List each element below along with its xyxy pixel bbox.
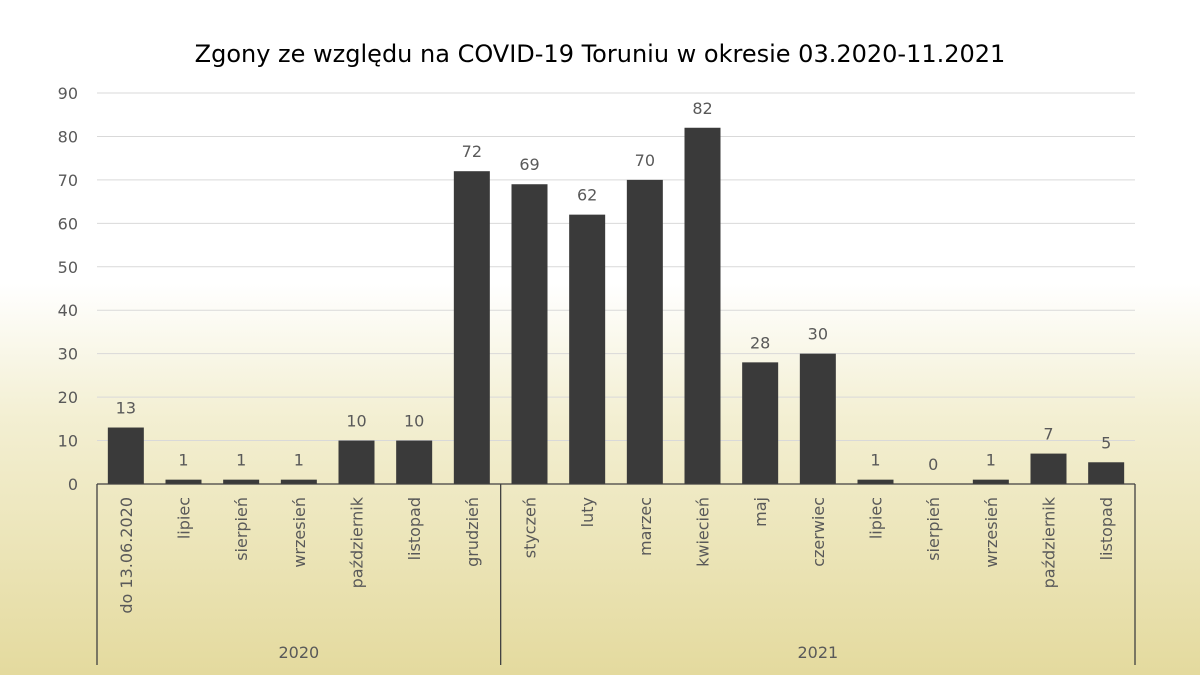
data-label: 30 xyxy=(808,325,828,344)
x-tick-label: maj xyxy=(751,497,770,527)
data-label: 72 xyxy=(462,142,482,161)
data-label: 1 xyxy=(294,451,304,470)
x-tick-label: marzec xyxy=(636,497,655,556)
data-label: 5 xyxy=(1101,433,1111,452)
data-label: 10 xyxy=(404,412,424,431)
data-label: 1 xyxy=(178,451,188,470)
data-label: 1 xyxy=(236,451,246,470)
y-tick-label: 0 xyxy=(68,475,78,494)
bar xyxy=(453,171,490,484)
x-tick-label: listopad xyxy=(405,497,424,560)
x-tick-label: kwiecień xyxy=(694,497,713,567)
bar xyxy=(799,353,836,484)
data-label: 1 xyxy=(870,451,880,470)
bar xyxy=(280,479,317,484)
x-tick-label: styczeń xyxy=(521,497,540,558)
x-tick-label: czerwiec xyxy=(809,497,828,567)
x-tick-label: lipiec xyxy=(175,497,194,539)
bar xyxy=(1030,453,1067,484)
chart-title: Zgony ze względu na COVID-19 Toruniu w o… xyxy=(195,40,1006,68)
x-tick-label: sierpień xyxy=(232,497,251,561)
bar xyxy=(684,127,721,484)
bar xyxy=(396,440,433,484)
year-group-label: 2020 xyxy=(278,643,319,662)
x-tick-label: październik xyxy=(1040,496,1059,588)
x-tick-label: wrzesień xyxy=(290,497,309,568)
y-tick-label: 10 xyxy=(58,432,78,451)
data-label: 0 xyxy=(928,455,938,474)
x-tick-label: grudzień xyxy=(463,497,482,567)
y-tick-label: 20 xyxy=(58,388,78,407)
bar xyxy=(626,179,663,484)
bar xyxy=(107,427,144,484)
bar xyxy=(742,362,779,484)
year-group-label: 2021 xyxy=(797,643,838,662)
data-label: 13 xyxy=(116,399,136,418)
data-label: 62 xyxy=(577,186,597,205)
data-label: 70 xyxy=(635,151,655,170)
y-tick-label: 80 xyxy=(58,127,78,146)
data-label: 69 xyxy=(519,155,539,174)
y-tick-label: 60 xyxy=(58,214,78,233)
x-tick-label: październik xyxy=(348,496,367,588)
data-label: 28 xyxy=(750,333,770,352)
data-label: 7 xyxy=(1043,425,1053,444)
x-tick-label: lipiec xyxy=(867,497,886,539)
y-tick-label: 90 xyxy=(58,84,78,103)
y-tick-label: 40 xyxy=(58,301,78,320)
data-label: 1 xyxy=(986,451,996,470)
y-tick-label: 30 xyxy=(58,345,78,364)
x-tick-label: do 13.06.2020 xyxy=(117,497,136,614)
bar xyxy=(223,479,260,484)
bar xyxy=(569,214,606,484)
bar xyxy=(1088,462,1125,484)
x-tick-label: listopad xyxy=(1097,497,1116,560)
x-tick-label: luty xyxy=(578,497,597,527)
bar xyxy=(165,479,202,484)
bar xyxy=(972,479,1009,484)
x-tick-label: sierpień xyxy=(924,497,943,561)
bar xyxy=(857,479,894,484)
x-tick-label: wrzesień xyxy=(982,497,1001,568)
y-tick-label: 50 xyxy=(58,258,78,277)
y-tick-label: 70 xyxy=(58,171,78,190)
bar xyxy=(338,440,375,484)
data-label: 10 xyxy=(346,412,366,431)
bar xyxy=(511,184,548,484)
data-label: 82 xyxy=(692,99,712,118)
